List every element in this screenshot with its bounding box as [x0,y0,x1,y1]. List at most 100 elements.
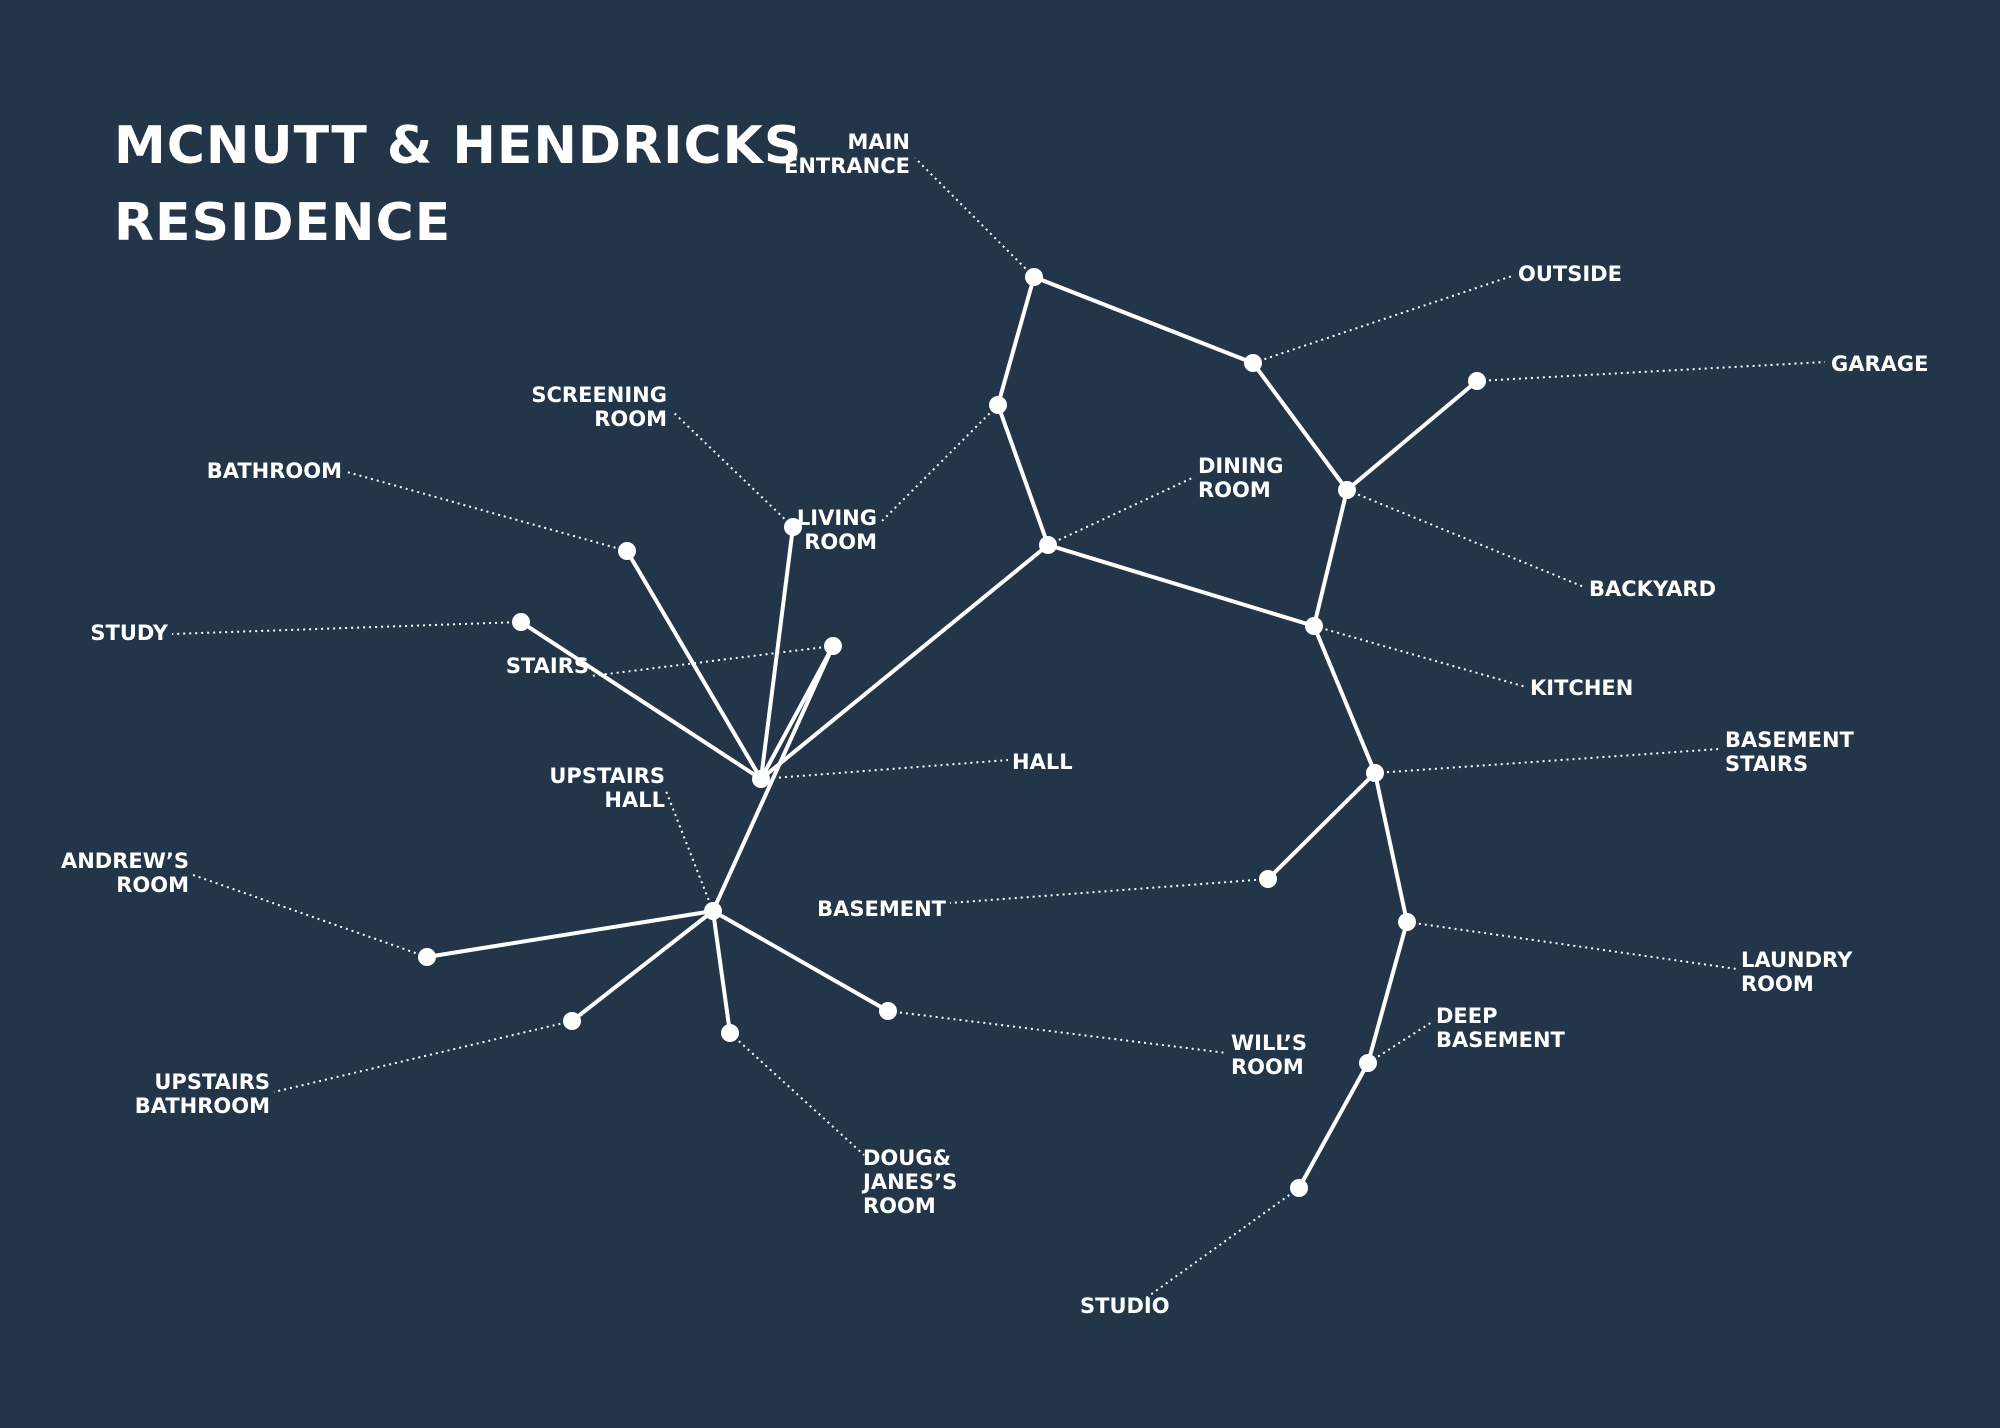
backyard-label: BACKYARD [1589,577,1716,601]
outside-label: OUTSIDE [1518,262,1622,286]
studio-label: STUDIO [1080,1294,1170,1318]
basement-label-line: BASEMENT [817,897,947,921]
basement-leader-line [949,878,1269,904]
laundry-room-label-line: LAUNDRY [1741,948,1853,972]
living-room-node [989,396,1007,414]
garage-node [1468,372,1486,390]
andrews-room-label-line: ANDREW’S [61,849,189,873]
connection-upstairs-hall-to-andrews-room [425,909,715,959]
screening-room-label-line: ROOM [594,407,667,431]
connection-backyard-to-kitchen [1312,488,1349,628]
connection-upstairs-hall-to-upstairs-bathroom [570,909,715,1023]
bathroom-node [618,542,636,560]
dining-room-leader-line [1047,477,1193,546]
connection-lines [425,275,1479,1190]
dining-room-label-line: ROOM [1198,478,1271,502]
laundry-room-label: LAUNDRY ROOM [1741,948,1853,996]
bathroom-label-line: BATHROOM [207,459,342,483]
doug-janes-room-label: DOUG& JANES’S ROOM [861,1146,957,1218]
basement-stairs-label: BASEMENT STAIRS [1725,728,1855,776]
backyard-label-line: BACKYARD [1589,577,1716,601]
connection-living-room-to-dining-room [996,403,1050,547]
deep-basement-leader-line [1367,1021,1433,1064]
doug-janes-room-leader-line [729,1032,865,1156]
connection-hall-to-study [519,620,763,781]
connection-upstairs-hall-to-doug-janes-room [711,909,732,1035]
living-room-leader-line [879,404,999,524]
stairs-node [824,637,842,655]
study-leader-line [171,621,522,635]
room-nodes [418,268,1486,1197]
connection-basement-stairs-to-laundry-room [1373,771,1409,924]
bathroom-leader-line [346,471,628,552]
screening-room-leader-line [671,410,794,528]
connection-kitchen-to-basement-stairs [1312,624,1377,775]
connection-outside-to-backyard [1251,361,1349,492]
stairs-label-line: STAIRS [506,654,589,678]
living-room-label-line: LIVING [797,506,877,530]
deep-basement-label-line: DEEP [1436,1004,1498,1028]
screening-room-node [784,518,802,536]
connection-main-entrance-to-outside [1032,275,1255,365]
connection-basement-stairs-to-basement [1266,771,1377,881]
connection-hall-to-bathroom [625,549,763,781]
hall-label-line: HALL [1012,750,1073,774]
dining-room-label-line: DINING [1198,454,1283,478]
basement-stairs-label-line: BASEMENT [1725,728,1855,752]
backyard-leader-line [1346,489,1585,588]
doug-janes-room-label-line: DOUG& [863,1146,951,1170]
connection-laundry-room-to-deep-basement [1366,920,1409,1065]
connection-hall-to-screening-room [759,525,795,781]
dining-room-label: DINING ROOM [1198,454,1283,502]
studio-node [1290,1179,1308,1197]
upstairs-hall-label-line: HALL [604,788,665,812]
study-node [512,613,530,631]
stairs-leader-line [590,645,834,677]
laundry-room-label-line: ROOM [1741,972,1814,996]
hall-node [752,770,770,788]
title-line-1: MCNUTT & HENDRICKS [114,116,802,176]
kitchen-node [1305,617,1323,635]
bathroom-label: BATHROOM [207,459,342,483]
doug-janes-room-label-line: JANES’S [861,1170,957,1194]
wills-room-label: WILL’S ROOM [1231,1031,1307,1079]
connection-deep-basement-to-studio [1297,1061,1370,1190]
outside-node [1244,354,1262,372]
studio-leader-line [1145,1187,1300,1299]
upstairs-hall-node [704,902,722,920]
study-label: STUDY [90,621,168,645]
basement-label: BASEMENT [817,897,947,921]
screening-room-label-line: SCREENING [531,383,667,407]
hall-label: HALL [1012,750,1073,774]
leader-lines [171,157,1826,1299]
andrews-room-node [418,948,436,966]
screening-room-label: SCREENING ROOM [531,383,667,431]
doug-janes-room-node [721,1024,739,1042]
connection-upstairs-hall-to-wills-room [711,909,890,1013]
laundry-room-leader-line [1406,921,1738,970]
title-line-2: RESIDENCE [114,193,451,253]
main-entrance-label-line: MAIN [847,130,910,154]
basement-stairs-label-line: STAIRS [1725,752,1808,776]
main-entrance-label: MAIN ENTRANCE [784,130,910,178]
connection-stairs-to-upstairs-hall [711,644,835,913]
main-entrance-node [1025,268,1043,286]
wills-room-label-line: ROOM [1231,1055,1304,1079]
backyard-node [1338,481,1356,499]
main-entrance-label-line: ENTRANCE [784,154,910,178]
kitchen-label-line: KITCHEN [1530,676,1633,700]
stairs-label: STAIRS [506,654,589,678]
garage-label: GARAGE [1831,352,1929,376]
studio-label-line: STUDIO [1080,1294,1170,1318]
deep-basement-label: DEEP BASEMENT [1436,1004,1566,1052]
dining-room-node [1039,536,1057,554]
living-room-label: LIVING ROOM [797,506,877,554]
outside-label-line: OUTSIDE [1518,262,1622,286]
upstairs-bathroom-label-line: BATHROOM [135,1094,270,1118]
basement-stairs-node [1366,764,1384,782]
upstairs-hall-label: UPSTAIRS HALL [549,764,665,812]
